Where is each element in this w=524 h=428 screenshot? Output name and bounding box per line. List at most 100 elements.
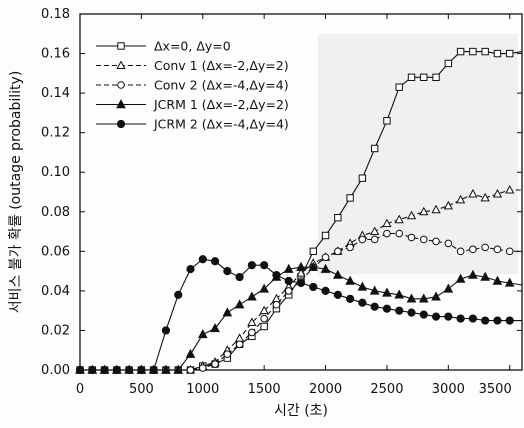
x-tick-label: 1000 bbox=[186, 382, 219, 397]
data-point bbox=[383, 229, 391, 238]
data-point bbox=[174, 290, 183, 299]
data-point bbox=[346, 294, 355, 303]
data-point bbox=[234, 299, 245, 309]
data-point bbox=[309, 247, 317, 256]
data-point bbox=[369, 285, 380, 295]
legend-label: Conv 1 (Δx=-2,Δy=2) bbox=[154, 58, 289, 73]
data-point bbox=[505, 184, 515, 194]
series-layer bbox=[75, 47, 523, 375]
data-point bbox=[431, 204, 441, 214]
data-point bbox=[481, 316, 490, 325]
data-point bbox=[505, 316, 514, 325]
data-point bbox=[309, 282, 318, 292]
data-point bbox=[382, 287, 392, 297]
y-tick-label: 0.04 bbox=[41, 284, 70, 299]
data-point bbox=[406, 210, 417, 220]
data-point bbox=[247, 291, 257, 301]
data-point bbox=[260, 261, 269, 270]
data-point bbox=[198, 364, 207, 372]
scan-shade bbox=[318, 34, 518, 274]
data-point bbox=[383, 117, 391, 125]
data-point bbox=[395, 83, 403, 91]
data-point bbox=[358, 174, 367, 182]
data-point bbox=[334, 247, 342, 256]
data-point bbox=[211, 360, 219, 368]
data-point bbox=[198, 255, 207, 264]
data-point bbox=[395, 229, 404, 238]
data-point bbox=[407, 233, 416, 242]
data-point bbox=[420, 73, 428, 81]
data-point bbox=[284, 287, 293, 295]
plot-frame bbox=[79, 13, 523, 371]
legend-marker bbox=[117, 42, 125, 50]
x-tick-label: 3000 bbox=[432, 382, 465, 397]
data-point bbox=[493, 245, 502, 254]
data-point bbox=[431, 291, 441, 301]
data-point bbox=[247, 317, 257, 327]
data-point bbox=[321, 253, 330, 262]
data-point bbox=[346, 243, 354, 252]
data-point bbox=[125, 365, 134, 375]
data-point bbox=[395, 306, 404, 315]
data-point bbox=[346, 194, 354, 202]
data-point bbox=[100, 365, 109, 375]
data-point bbox=[334, 214, 342, 222]
data-point bbox=[137, 365, 146, 375]
data-point bbox=[210, 257, 220, 266]
y-tick-label: 0.14 bbox=[41, 86, 70, 101]
data-point bbox=[480, 192, 490, 202]
y-tick-label: 0.02 bbox=[41, 323, 70, 338]
data-point bbox=[407, 308, 416, 317]
data-point bbox=[481, 243, 489, 252]
data-point bbox=[296, 278, 306, 288]
data-point bbox=[358, 298, 367, 307]
data-point bbox=[370, 226, 380, 236]
data-point bbox=[320, 263, 331, 273]
data-point bbox=[493, 316, 502, 325]
x-tick-label: 2000 bbox=[309, 382, 342, 397]
y-axis-title: 서비스 불가 확률 (outage probability) bbox=[8, 71, 24, 314]
data-point bbox=[493, 49, 502, 58]
data-point bbox=[382, 304, 392, 313]
data-point bbox=[492, 275, 503, 285]
data-point bbox=[197, 329, 208, 339]
data-point bbox=[418, 293, 429, 303]
data-point bbox=[444, 239, 453, 248]
data-point bbox=[469, 47, 477, 56]
y-tick-label: 0.12 bbox=[41, 126, 70, 141]
data-point bbox=[419, 235, 428, 244]
data-point bbox=[223, 267, 232, 276]
y-tick-label: 0.08 bbox=[41, 205, 70, 220]
data-point bbox=[272, 270, 281, 280]
x-axis-ticks: 0 500 1000 1500 2000 2500 3000 3500 bbox=[76, 14, 512, 397]
data-point bbox=[455, 273, 466, 283]
data-point bbox=[432, 73, 440, 81]
data-point bbox=[443, 200, 453, 210]
data-point bbox=[431, 312, 441, 321]
data-point bbox=[394, 289, 405, 299]
x-tick-label: 500 bbox=[129, 382, 154, 397]
data-point bbox=[455, 194, 466, 204]
y-tick-label: 0.18 bbox=[41, 7, 70, 22]
legend-label: JCRM 2 (Δx=-4,Δy=4) bbox=[153, 117, 289, 132]
x-tick-label: 2500 bbox=[370, 382, 403, 397]
data-point bbox=[345, 275, 355, 285]
data-point bbox=[444, 312, 453, 321]
data-point bbox=[173, 364, 184, 374]
y-tick-label: 0.10 bbox=[41, 165, 70, 180]
x-tick-label: 3500 bbox=[479, 382, 512, 397]
data-point bbox=[370, 144, 379, 153]
data-point bbox=[161, 364, 171, 374]
x-tick-label: 0 bbox=[76, 382, 84, 397]
data-point bbox=[370, 235, 379, 244]
data-point bbox=[234, 333, 245, 342]
data-point bbox=[357, 281, 368, 291]
data-point bbox=[296, 261, 306, 271]
data-point bbox=[186, 265, 195, 274]
data-point bbox=[504, 277, 515, 287]
data-point bbox=[468, 314, 477, 323]
data-point bbox=[358, 235, 367, 244]
legend-label: Conv 2 (Δx=-4,Δy=4) bbox=[154, 78, 289, 93]
data-point bbox=[481, 47, 489, 56]
